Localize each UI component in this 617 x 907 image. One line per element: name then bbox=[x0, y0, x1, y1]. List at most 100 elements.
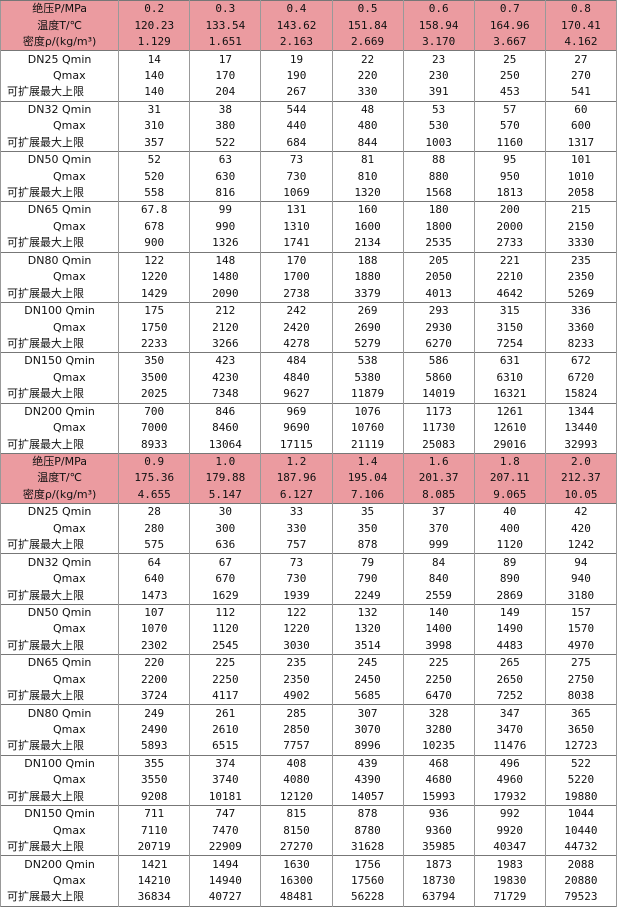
limit-row-cell: 1317 bbox=[544, 134, 617, 152]
qmax-row: Qmax 520 630 730 810 880 950 1010 bbox=[0, 168, 617, 185]
qmax-row-cell: 2420 bbox=[260, 319, 333, 336]
limit-row-cell: 2535 bbox=[402, 235, 475, 253]
limit-row-cell: 8933 bbox=[118, 436, 191, 454]
qmax-row-cell: 1600 bbox=[331, 218, 404, 236]
dn-size-label: DN100 bbox=[24, 304, 62, 318]
limit-row-label: 可扩展最大上限 bbox=[0, 838, 120, 856]
qmax-row-cell: 1570 bbox=[544, 621, 617, 638]
qmax-row-cell: 2650 bbox=[473, 671, 546, 688]
qmax-row-label: Qmax bbox=[0, 168, 120, 185]
qmin-row-cell: 225 bbox=[189, 654, 262, 672]
qmax-row: Qmax 2490 2610 2850 3070 3280 3470 3650 bbox=[0, 721, 617, 739]
density-row: 密度ρ/(kg/m³) 1.129 1.651 2.163 2.669 3.170 3.66… bbox=[0, 33, 617, 51]
qmin-row-cell: 22 bbox=[331, 50, 404, 68]
qmax-row-cell: 1220 bbox=[260, 621, 333, 638]
pressure-row: 绝压P/MPa 0.2 0.3 0.4 0.5 0.6 0.7 0.8 bbox=[0, 0, 617, 18]
qmin-row-cell: 846 bbox=[189, 402, 262, 420]
pressure-row-cell: 1.2 bbox=[260, 452, 333, 471]
qmax-row-cell: 1490 bbox=[473, 621, 546, 638]
qmax-row: Qmax 640 670 730 790 840 890 940 bbox=[0, 570, 617, 588]
limit-row-cell: 1242 bbox=[544, 537, 617, 554]
limit-row-cell: 757 bbox=[260, 537, 333, 554]
qmin-row-cell: 1873 bbox=[402, 855, 475, 873]
qmax-row-cell: 14940 bbox=[189, 872, 262, 890]
limit-row-cell: 1003 bbox=[402, 134, 475, 152]
limit-row-cell: 1160 bbox=[473, 134, 546, 152]
limit-row-cell: 21119 bbox=[331, 436, 404, 454]
limit-row-cell: 391 bbox=[402, 84, 475, 102]
qmin-row-cell: 94 bbox=[544, 553, 617, 571]
qmin-row-cell: 336 bbox=[544, 301, 617, 320]
qmax-row-label: Qmax bbox=[0, 520, 120, 537]
limit-row-cell: 330 bbox=[331, 84, 404, 102]
qmin-row-cell: 355 bbox=[118, 754, 191, 773]
limit-row: 可扩展最大上限 357 522 684 844 1003 1160 1317 bbox=[0, 134, 617, 152]
limit-row-cell: 4117 bbox=[189, 687, 262, 705]
temperature-row-cell: 179.88 bbox=[189, 470, 262, 487]
qmax-row-cell: 9690 bbox=[260, 419, 333, 437]
qmin-row-cell: 1756 bbox=[331, 855, 404, 873]
qmax-row-cell: 380 bbox=[189, 118, 262, 135]
limit-row-cell: 16321 bbox=[473, 386, 546, 403]
limit-row-cell: 6515 bbox=[189, 738, 262, 756]
limit-row-cell: 2559 bbox=[402, 587, 475, 605]
qmax-row-cell: 4230 bbox=[189, 369, 262, 387]
qmax-row-cell: 678 bbox=[118, 218, 191, 236]
limit-row-cell: 14057 bbox=[331, 788, 404, 806]
qmax-row-cell: 230 bbox=[402, 67, 475, 85]
qmax-row-cell: 3650 bbox=[544, 721, 617, 739]
qmax-row: Qmax 280 300 330 350 370 400 420 bbox=[0, 520, 617, 537]
qmin-row-cell: 328 bbox=[402, 704, 475, 722]
limit-row-cell: 1069 bbox=[260, 184, 333, 202]
temperature-row-label: 温度T/℃ bbox=[0, 470, 120, 487]
qmin-row-cell: 140 bbox=[402, 603, 475, 622]
qmin-row-cell: 235 bbox=[544, 251, 617, 269]
limit-row-cell: 7252 bbox=[473, 687, 546, 705]
qmin-label: Qmin bbox=[61, 505, 92, 519]
dn-size-label: DN50 bbox=[27, 153, 59, 167]
limit-row-label: 可扩展最大上限 bbox=[0, 235, 120, 253]
limit-row-cell: 4013 bbox=[402, 285, 475, 303]
qmin-row-cell: 37 bbox=[402, 503, 475, 521]
qmin-label: Qmin bbox=[61, 153, 92, 167]
qmin-label: Qmin bbox=[65, 304, 95, 318]
limit-row-cell: 2134 bbox=[331, 235, 404, 253]
qmin-row: DN150 Qmin 350 423 484 538 586 631 672 bbox=[0, 352, 617, 370]
qmin-row-cell: 969 bbox=[260, 402, 333, 420]
qmax-row-cell: 350 bbox=[331, 520, 404, 537]
qmax-row-cell: 3280 bbox=[402, 721, 475, 739]
qmin-row-cell: 815 bbox=[260, 805, 333, 823]
limit-row-cell: 7757 bbox=[260, 738, 333, 756]
density-row-cell: 3.170 bbox=[402, 33, 475, 51]
qmin-row-cell: 307 bbox=[331, 704, 404, 722]
qmax-row-cell: 2690 bbox=[331, 319, 404, 336]
density-row-cell: 3.667 bbox=[473, 33, 546, 51]
qmax-row-cell: 810 bbox=[331, 168, 404, 185]
qmax-row-cell: 3500 bbox=[118, 369, 191, 387]
qmin-row-label: DN100 Qmin bbox=[0, 301, 120, 320]
limit-row: 可扩展最大上限 558 816 1069 1320 1568 1813 2058 bbox=[0, 184, 617, 202]
limit-row-cell: 20719 bbox=[118, 838, 191, 856]
limit-row-cell: 29016 bbox=[473, 436, 546, 454]
qmin-row-cell: 149 bbox=[473, 603, 546, 622]
limit-row: 可扩展最大上限 2233 3266 4278 5279 6270 7254 8233 bbox=[0, 335, 617, 353]
limit-row-cell: 32993 bbox=[544, 436, 617, 454]
temperature-row-cell: 170.41 bbox=[544, 17, 617, 34]
qmin-row: DN32 Qmin 31 38 544 48 53 57 60 bbox=[0, 100, 617, 119]
qmax-row-label: Qmax bbox=[0, 369, 120, 387]
limit-row-cell: 4642 bbox=[473, 285, 546, 303]
limit-row-cell: 878 bbox=[331, 537, 404, 554]
limit-row-cell: 1473 bbox=[118, 587, 191, 605]
limit-row-cell: 357 bbox=[118, 134, 191, 152]
limit-row: 可扩展最大上限 5893 6515 7757 8996 10235 11476 12723 bbox=[0, 738, 617, 756]
qmin-row: DN100 Qmin 355 374 408 439 468 496 522 bbox=[0, 754, 617, 773]
qmin-row-cell: 81 bbox=[331, 150, 404, 169]
qmin-row-cell: 67.8 bbox=[118, 201, 191, 219]
qmin-row-cell: 33 bbox=[260, 503, 333, 521]
limit-row-cell: 4483 bbox=[473, 637, 546, 655]
qmin-row-cell: 235 bbox=[260, 654, 333, 672]
qmax-row-cell: 1120 bbox=[189, 621, 262, 638]
qmin-row-label: DN100 Qmin bbox=[0, 754, 120, 773]
qmin-row-cell: 1494 bbox=[189, 855, 262, 873]
limit-row-cell: 79523 bbox=[544, 889, 617, 907]
